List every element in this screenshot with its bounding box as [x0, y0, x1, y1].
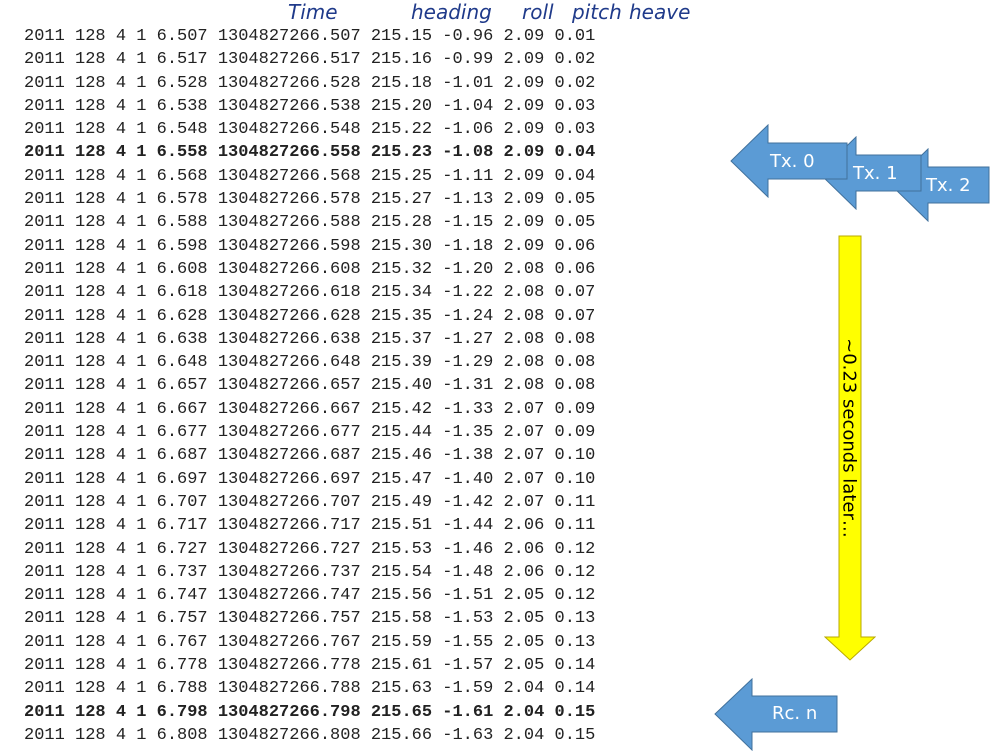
data-row: 2011 128 4 1 6.687 1304827266.687 215.46…: [24, 446, 596, 466]
data-row: 2011 128 4 1 6.628 1304827266.628 215.35…: [24, 306, 596, 326]
data-row: 2011 128 4 1 6.578 1304827266.578 215.27…: [24, 190, 596, 210]
rcn-label: Rc. n: [772, 703, 818, 724]
data-row: 2011 128 4 1 6.697 1304827266.697 215.47…: [24, 469, 596, 489]
data-row: 2011 128 4 1 6.737 1304827266.737 215.54…: [24, 562, 596, 582]
tx0-arrow: [730, 124, 848, 198]
data-row: 2011 128 4 1 6.767 1304827266.767 215.59…: [24, 632, 596, 652]
data-row: 2011 128 4 1 6.528 1304827266.528 215.18…: [24, 73, 596, 93]
data-log: 2011 128 4 1 6.507 1304827266.507 215.15…: [24, 25, 595, 747]
data-row: 2011 128 4 1 6.538 1304827266.538 215.20…: [24, 96, 596, 116]
data-row: 2011 128 4 1 6.507 1304827266.507 215.15…: [24, 27, 596, 46]
highlighted-data-row: 2011 128 4 1 6.798 1304827266.798 215.65…: [24, 702, 596, 722]
interval-label: ~0.23 seconds later…: [838, 338, 860, 538]
data-row: 2011 128 4 1 6.747 1304827266.747 215.56…: [24, 586, 596, 606]
data-row: 2011 128 4 1 6.727 1304827266.727 215.53…: [24, 539, 596, 559]
header-pitch: pitch: [572, 0, 622, 24]
data-row: 2011 128 4 1 6.648 1304827266.648 215.39…: [24, 353, 596, 373]
down-arrow: [824, 235, 876, 661]
data-row: 2011 128 4 1 6.757 1304827266.757 215.58…: [24, 609, 596, 629]
data-row: 2011 128 4 1 6.808 1304827266.808 215.66…: [24, 725, 596, 745]
header-heave: heave: [629, 0, 691, 24]
data-row: 2011 128 4 1 6.608 1304827266.608 215.32…: [24, 259, 596, 279]
data-row: 2011 128 4 1 6.598 1304827266.598 215.30…: [24, 236, 596, 256]
header-roll: roll: [522, 0, 554, 24]
data-row: 2011 128 4 1 6.677 1304827266.677 215.44…: [24, 423, 596, 443]
header-time: Time: [288, 0, 338, 24]
tx0-label: Tx. 0: [770, 151, 815, 172]
rcn-arrow: [714, 678, 838, 751]
highlighted-data-row: 2011 128 4 1 6.558 1304827266.558 215.23…: [24, 143, 596, 163]
data-row: 2011 128 4 1 6.788 1304827266.788 215.63…: [24, 679, 596, 699]
data-row: 2011 128 4 1 6.638 1304827266.638 215.37…: [24, 329, 596, 349]
data-row: 2011 128 4 1 6.517 1304827266.517 215.16…: [24, 50, 596, 70]
tx1-label: Tx. 1: [853, 163, 898, 184]
data-row: 2011 128 4 1 6.588 1304827266.588 215.28…: [24, 213, 596, 233]
data-row: 2011 128 4 1 6.667 1304827266.667 215.42…: [24, 399, 596, 419]
data-row: 2011 128 4 1 6.568 1304827266.568 215.25…: [24, 166, 596, 186]
header-heading: heading: [411, 0, 492, 24]
tx2-label: Tx. 2: [926, 175, 971, 196]
data-row: 2011 128 4 1 6.717 1304827266.717 215.51…: [24, 516, 596, 536]
data-row: 2011 128 4 1 6.548 1304827266.548 215.22…: [24, 120, 596, 140]
data-row: 2011 128 4 1 6.618 1304827266.618 215.34…: [24, 283, 596, 303]
data-row: 2011 128 4 1 6.778 1304827266.778 215.61…: [24, 656, 596, 676]
data-row: 2011 128 4 1 6.707 1304827266.707 215.49…: [24, 492, 596, 512]
data-row: 2011 128 4 1 6.657 1304827266.657 215.40…: [24, 376, 596, 396]
